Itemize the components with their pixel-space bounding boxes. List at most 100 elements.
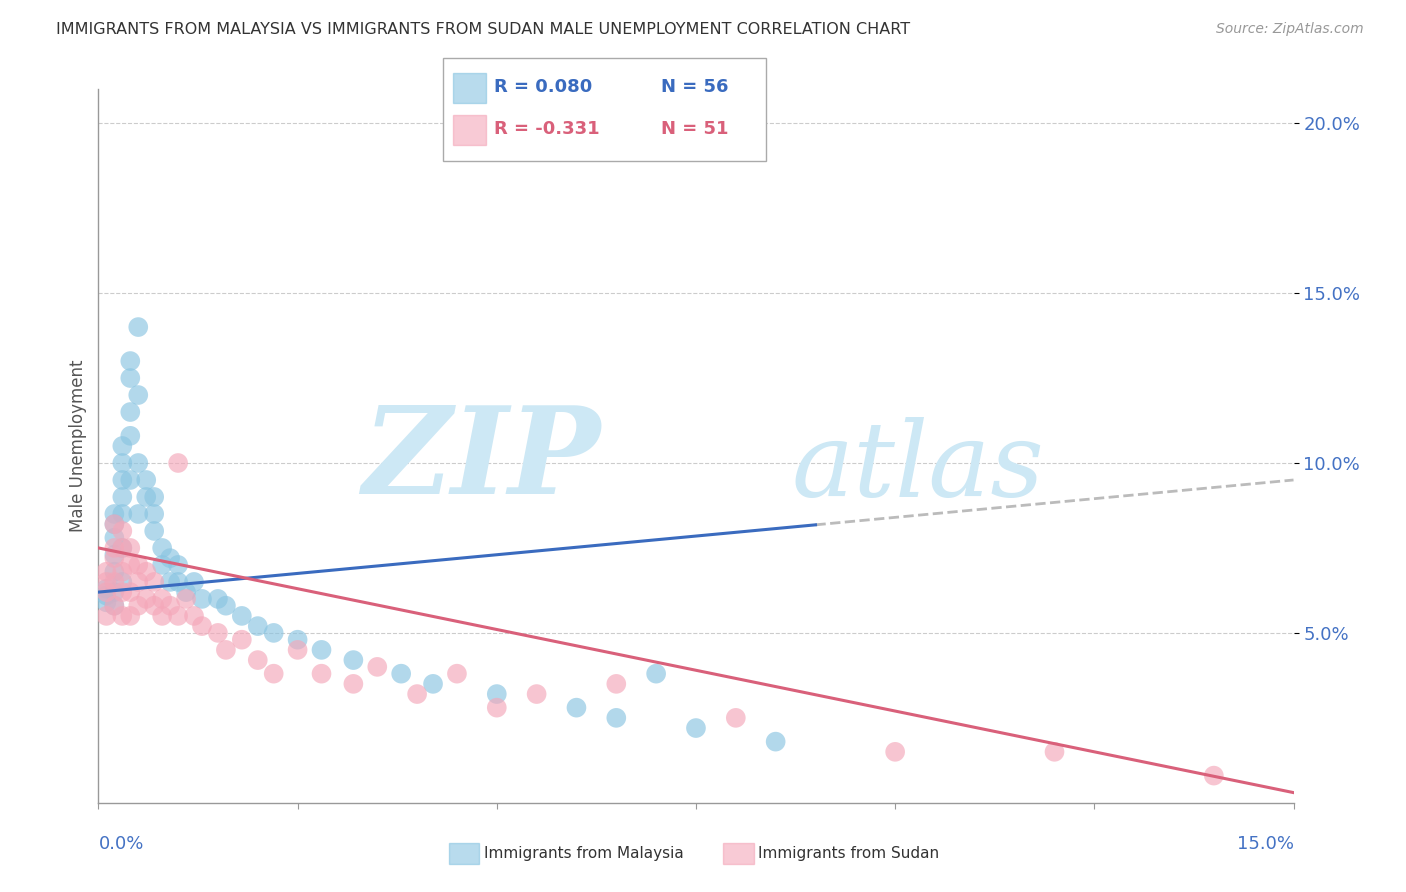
Point xyxy=(605,677,627,691)
Point xyxy=(311,666,333,681)
Point xyxy=(120,354,142,368)
Point xyxy=(287,632,309,647)
Text: N = 51: N = 51 xyxy=(661,120,728,138)
Point xyxy=(159,599,181,613)
Point xyxy=(342,677,364,691)
Point xyxy=(96,582,118,596)
Point xyxy=(183,574,205,589)
Point xyxy=(342,653,364,667)
Point xyxy=(526,687,548,701)
Point xyxy=(96,608,118,623)
Point xyxy=(446,666,468,681)
Point xyxy=(311,643,333,657)
Point xyxy=(135,565,157,579)
Point xyxy=(215,643,238,657)
Point xyxy=(143,490,166,504)
Point xyxy=(103,517,125,532)
Point xyxy=(127,388,149,402)
Point xyxy=(96,565,118,579)
Point xyxy=(150,591,173,606)
Point xyxy=(167,574,190,589)
Point xyxy=(135,490,157,504)
Point xyxy=(103,541,125,555)
Point xyxy=(485,700,508,714)
Point xyxy=(685,721,707,735)
Point xyxy=(127,574,149,589)
Point xyxy=(111,574,134,589)
Point xyxy=(191,619,214,633)
Point xyxy=(111,456,134,470)
Point xyxy=(1043,745,1066,759)
Text: atlas: atlas xyxy=(792,417,1045,518)
Point xyxy=(111,585,134,599)
Point xyxy=(207,626,229,640)
Point xyxy=(287,643,309,657)
Point xyxy=(127,456,149,470)
Point xyxy=(103,565,125,579)
Point xyxy=(159,551,181,566)
Point xyxy=(103,599,125,613)
Point xyxy=(111,541,134,555)
Point xyxy=(103,585,125,599)
Point xyxy=(127,558,149,572)
Point xyxy=(111,608,134,623)
Point xyxy=(191,591,214,606)
Point xyxy=(167,558,190,572)
Point xyxy=(103,574,125,589)
Point xyxy=(111,473,134,487)
Text: N = 56: N = 56 xyxy=(661,78,728,96)
Point xyxy=(263,626,285,640)
Point xyxy=(127,599,149,613)
Point xyxy=(215,599,238,613)
Text: Source: ZipAtlas.com: Source: ZipAtlas.com xyxy=(1216,22,1364,37)
Point xyxy=(645,666,668,681)
Point xyxy=(159,574,181,589)
Text: Immigrants from Malaysia: Immigrants from Malaysia xyxy=(484,847,683,861)
Point xyxy=(96,585,118,599)
Point xyxy=(143,574,166,589)
Point xyxy=(422,677,444,691)
Point xyxy=(366,660,388,674)
Point xyxy=(724,711,747,725)
Point xyxy=(167,608,190,623)
Point xyxy=(96,574,118,589)
Text: ZIP: ZIP xyxy=(363,401,600,519)
Y-axis label: Male Unemployment: Male Unemployment xyxy=(69,359,87,533)
Text: 15.0%: 15.0% xyxy=(1236,835,1294,853)
Point xyxy=(565,700,588,714)
Text: R = 0.080: R = 0.080 xyxy=(494,78,592,96)
Point xyxy=(127,320,149,334)
Point xyxy=(406,687,429,701)
Point xyxy=(120,608,142,623)
Point xyxy=(765,734,787,748)
Point xyxy=(389,666,412,681)
Point xyxy=(120,558,142,572)
Point xyxy=(183,608,205,623)
Point xyxy=(96,595,118,609)
Point xyxy=(120,541,142,555)
Point xyxy=(207,591,229,606)
Point xyxy=(103,548,125,562)
Point xyxy=(103,551,125,566)
Point xyxy=(135,473,157,487)
Point xyxy=(120,405,142,419)
Point xyxy=(127,507,149,521)
Text: 0.0%: 0.0% xyxy=(98,835,143,853)
Point xyxy=(96,589,118,603)
Point xyxy=(143,524,166,538)
Point xyxy=(111,490,134,504)
Point xyxy=(143,507,166,521)
Point xyxy=(485,687,508,701)
Point xyxy=(605,711,627,725)
Point xyxy=(111,524,134,538)
Point xyxy=(231,608,253,623)
Point xyxy=(103,531,125,545)
Point xyxy=(143,599,166,613)
Point xyxy=(150,608,173,623)
Point xyxy=(103,507,125,521)
Point xyxy=(111,439,134,453)
Point xyxy=(263,666,285,681)
Point xyxy=(246,653,269,667)
Point xyxy=(135,591,157,606)
Point xyxy=(1202,769,1225,783)
